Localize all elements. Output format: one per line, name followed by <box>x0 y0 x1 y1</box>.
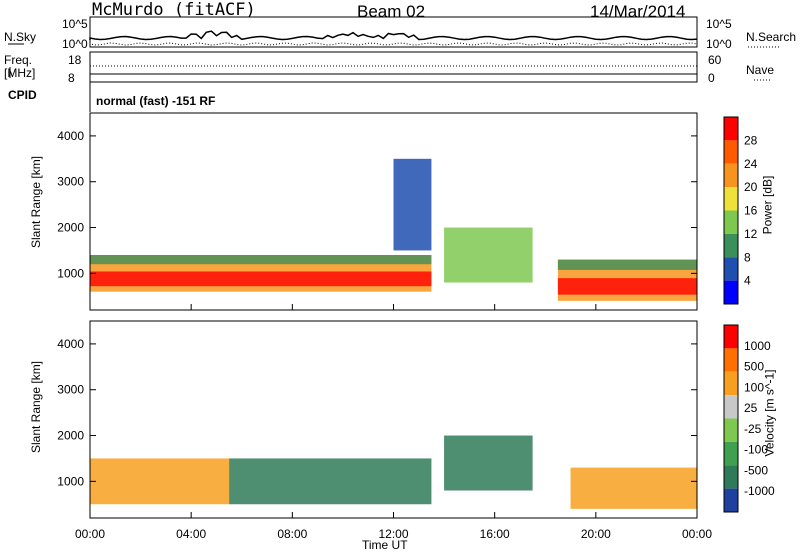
ytick-label-0-0: 4000 <box>57 129 84 143</box>
nsky-tick-top: 10^5 <box>62 17 88 31</box>
colorbar-swatch-0-7 <box>724 280 738 304</box>
cpid-label: CPID <box>8 88 37 102</box>
data-region-3 <box>570 467 697 509</box>
nsky-label: N.Sky <box>4 30 37 44</box>
colorbar-tick-0-2: 20 <box>744 180 758 194</box>
data-core-0 <box>90 271 432 287</box>
colorbar-swatch-0-5 <box>724 233 738 258</box>
data-region-2 <box>393 158 432 251</box>
data-core-1 <box>557 278 697 295</box>
colorbar-swatch-1-6 <box>724 465 738 489</box>
colorbar-swatch-0-0 <box>724 117 738 141</box>
colorbar-swatch-0-3 <box>724 187 738 211</box>
colorbar-tick-1-7: -1000 <box>744 484 775 498</box>
xtick-label-4: 16:00 <box>480 527 510 541</box>
data-edge-0 <box>90 255 432 265</box>
colorbar-tick-0-4: 12 <box>744 227 758 241</box>
data-region-1 <box>229 458 432 505</box>
ytick-label-0-2: 2000 <box>57 221 84 235</box>
power-ylabel: Slant Range [km] <box>29 155 44 249</box>
nsky-trace <box>89 30 698 41</box>
nave-label: Nave <box>746 63 775 77</box>
colorbar-frame-0 <box>723 116 739 305</box>
colorbar-tick-1-0: 1000 <box>744 339 771 353</box>
freq-strip-frame <box>89 51 698 83</box>
nsearch-tick-bottom: 10^0 <box>706 37 732 51</box>
xtick-label-6: 00:00 <box>682 527 712 541</box>
ytick-label-1-3: 1000 <box>57 474 84 488</box>
xtick-label-5: 20:00 <box>581 527 611 541</box>
xtick-label-3: 12:00 <box>378 527 408 541</box>
colorbar-swatch-0-6 <box>724 257 738 281</box>
colorbar-tick-1-6: -500 <box>744 463 768 477</box>
data-edge-1 <box>557 259 697 270</box>
xtick-label-0: 00:00 <box>75 527 105 541</box>
colorbar-swatch-0-4 <box>724 210 738 234</box>
colorbar-swatch-1-0 <box>724 325 738 349</box>
ytick-label-1-0: 4000 <box>57 337 84 351</box>
beam-title: Beam 02 <box>357 2 426 21</box>
nsearch-trace <box>89 42 698 46</box>
nsky-tick-bottom: 10^0 <box>62 37 88 51</box>
colorbar-swatch-1-2 <box>724 371 738 396</box>
freq-tick-bottom: 8 <box>68 71 75 85</box>
colorbar-tick-0-1: 24 <box>744 157 758 171</box>
ytick-label-0-1: 3000 <box>57 175 84 189</box>
xtick-label-1: 04:00 <box>176 527 206 541</box>
colorbar-swatch-1-5 <box>724 441 738 466</box>
velocity-colorbar-label: Velocity [m s^-1] <box>762 369 777 457</box>
data-region-3 <box>444 227 533 283</box>
colorbar-tick-1-5: -100 <box>744 443 768 457</box>
colorbar-tick-1-2: 100 <box>744 380 764 394</box>
colorbar-swatch-1-1 <box>724 348 738 372</box>
nsearch-label: N.Search <box>746 30 797 44</box>
freq-tick-top: 18 <box>68 53 82 67</box>
colorbar-tick-1-1: 500 <box>744 360 764 374</box>
nave-tick-bottom: 0 <box>708 71 715 85</box>
colorbar-tick-1-3: 25 <box>744 401 758 415</box>
velocity-ylabel: Slant Range [km] <box>29 360 44 454</box>
colorbar-swatch-1-3 <box>724 395 738 419</box>
colorbar-swatch-0-1 <box>724 140 738 164</box>
cpid-text: normal (fast) -151 RF <box>96 94 216 108</box>
colorbar-tick-1-4: -25 <box>744 422 762 436</box>
xtick-label-2: 08:00 <box>277 527 307 541</box>
time-xlabel: Time UT <box>362 538 408 552</box>
nsearch-tick-top: 10^5 <box>706 17 732 31</box>
data-region-2 <box>444 435 533 491</box>
station-title: McMurdo (fitACF) <box>92 0 256 20</box>
colorbar-swatch-0-2 <box>724 163 738 188</box>
ytick-label-1-2: 2000 <box>57 429 84 443</box>
power-colorbar-label: Power [dB] <box>760 175 775 235</box>
ytick-label-1-1: 3000 <box>57 383 84 397</box>
colorbar-frame-1 <box>723 324 739 513</box>
colorbar-swatch-1-4 <box>724 418 738 442</box>
colorbar-tick-0-6: 4 <box>744 274 751 288</box>
colorbar-swatch-1-7 <box>724 488 738 512</box>
freq-label: Freq. <box>4 53 33 67</box>
freq-unit-label: [MHz] <box>4 66 36 80</box>
nsky-strip-frame <box>89 16 698 48</box>
colorbar-tick-0-3: 16 <box>744 204 758 218</box>
colorbar-tick-0-0: 28 <box>744 133 758 147</box>
ytick-label-0-3: 1000 <box>57 266 84 280</box>
nave-tick-top: 60 <box>708 53 722 67</box>
date-title: 14/Mar/2014 <box>590 2 686 21</box>
data-region-0 <box>90 458 230 505</box>
colorbar-tick-0-5: 8 <box>744 250 751 264</box>
